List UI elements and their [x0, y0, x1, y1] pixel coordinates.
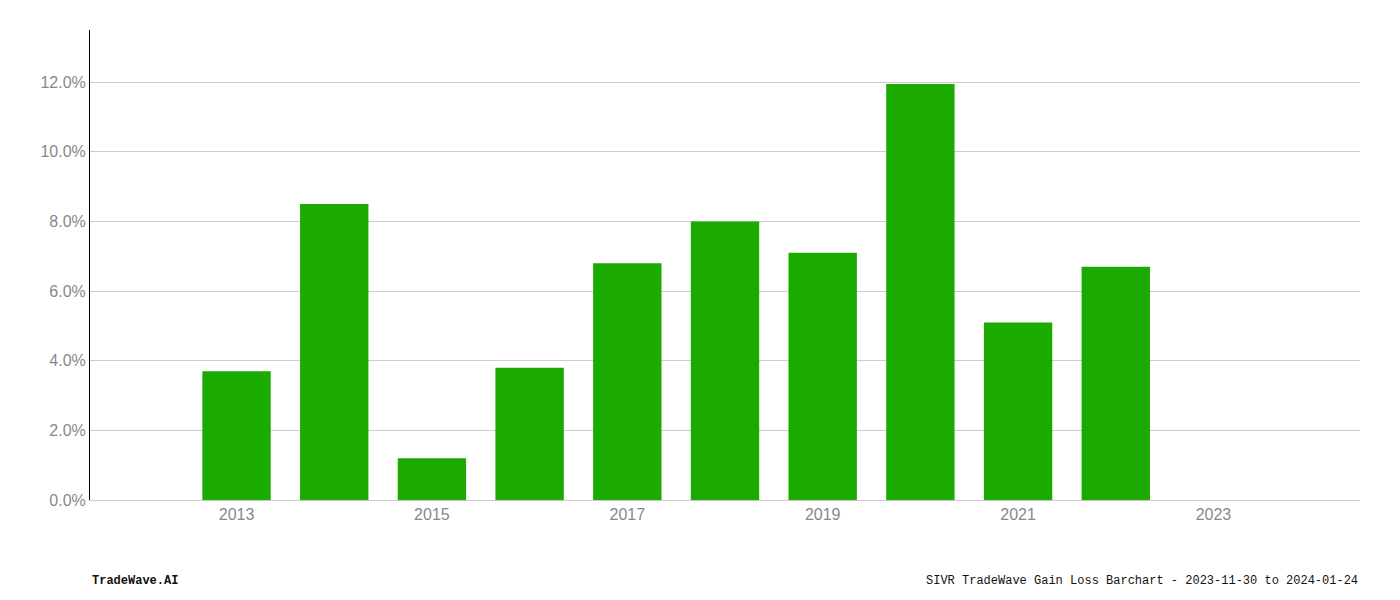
svg-text:10.0%: 10.0% — [40, 143, 85, 160]
svg-text:TradeWave.AI: TradeWave.AI — [92, 574, 178, 588]
svg-text:2017: 2017 — [610, 506, 646, 523]
svg-text:2015: 2015 — [414, 506, 450, 523]
svg-text:6.0%: 6.0% — [49, 283, 85, 300]
svg-text:0.0%: 0.0% — [49, 492, 85, 509]
svg-text:2023: 2023 — [1196, 506, 1232, 523]
svg-text:4.0%: 4.0% — [49, 352, 85, 369]
svg-text:12.0%: 12.0% — [40, 74, 85, 91]
svg-text:SIVR TradeWave Gain Loss Barch: SIVR TradeWave Gain Loss Barchart - 2023… — [926, 574, 1358, 588]
svg-text:2019: 2019 — [805, 506, 841, 523]
svg-text:2021: 2021 — [1000, 506, 1036, 523]
svg-text:2.0%: 2.0% — [49, 422, 85, 439]
svg-text:8.0%: 8.0% — [49, 213, 85, 230]
svg-text:2013: 2013 — [219, 506, 255, 523]
